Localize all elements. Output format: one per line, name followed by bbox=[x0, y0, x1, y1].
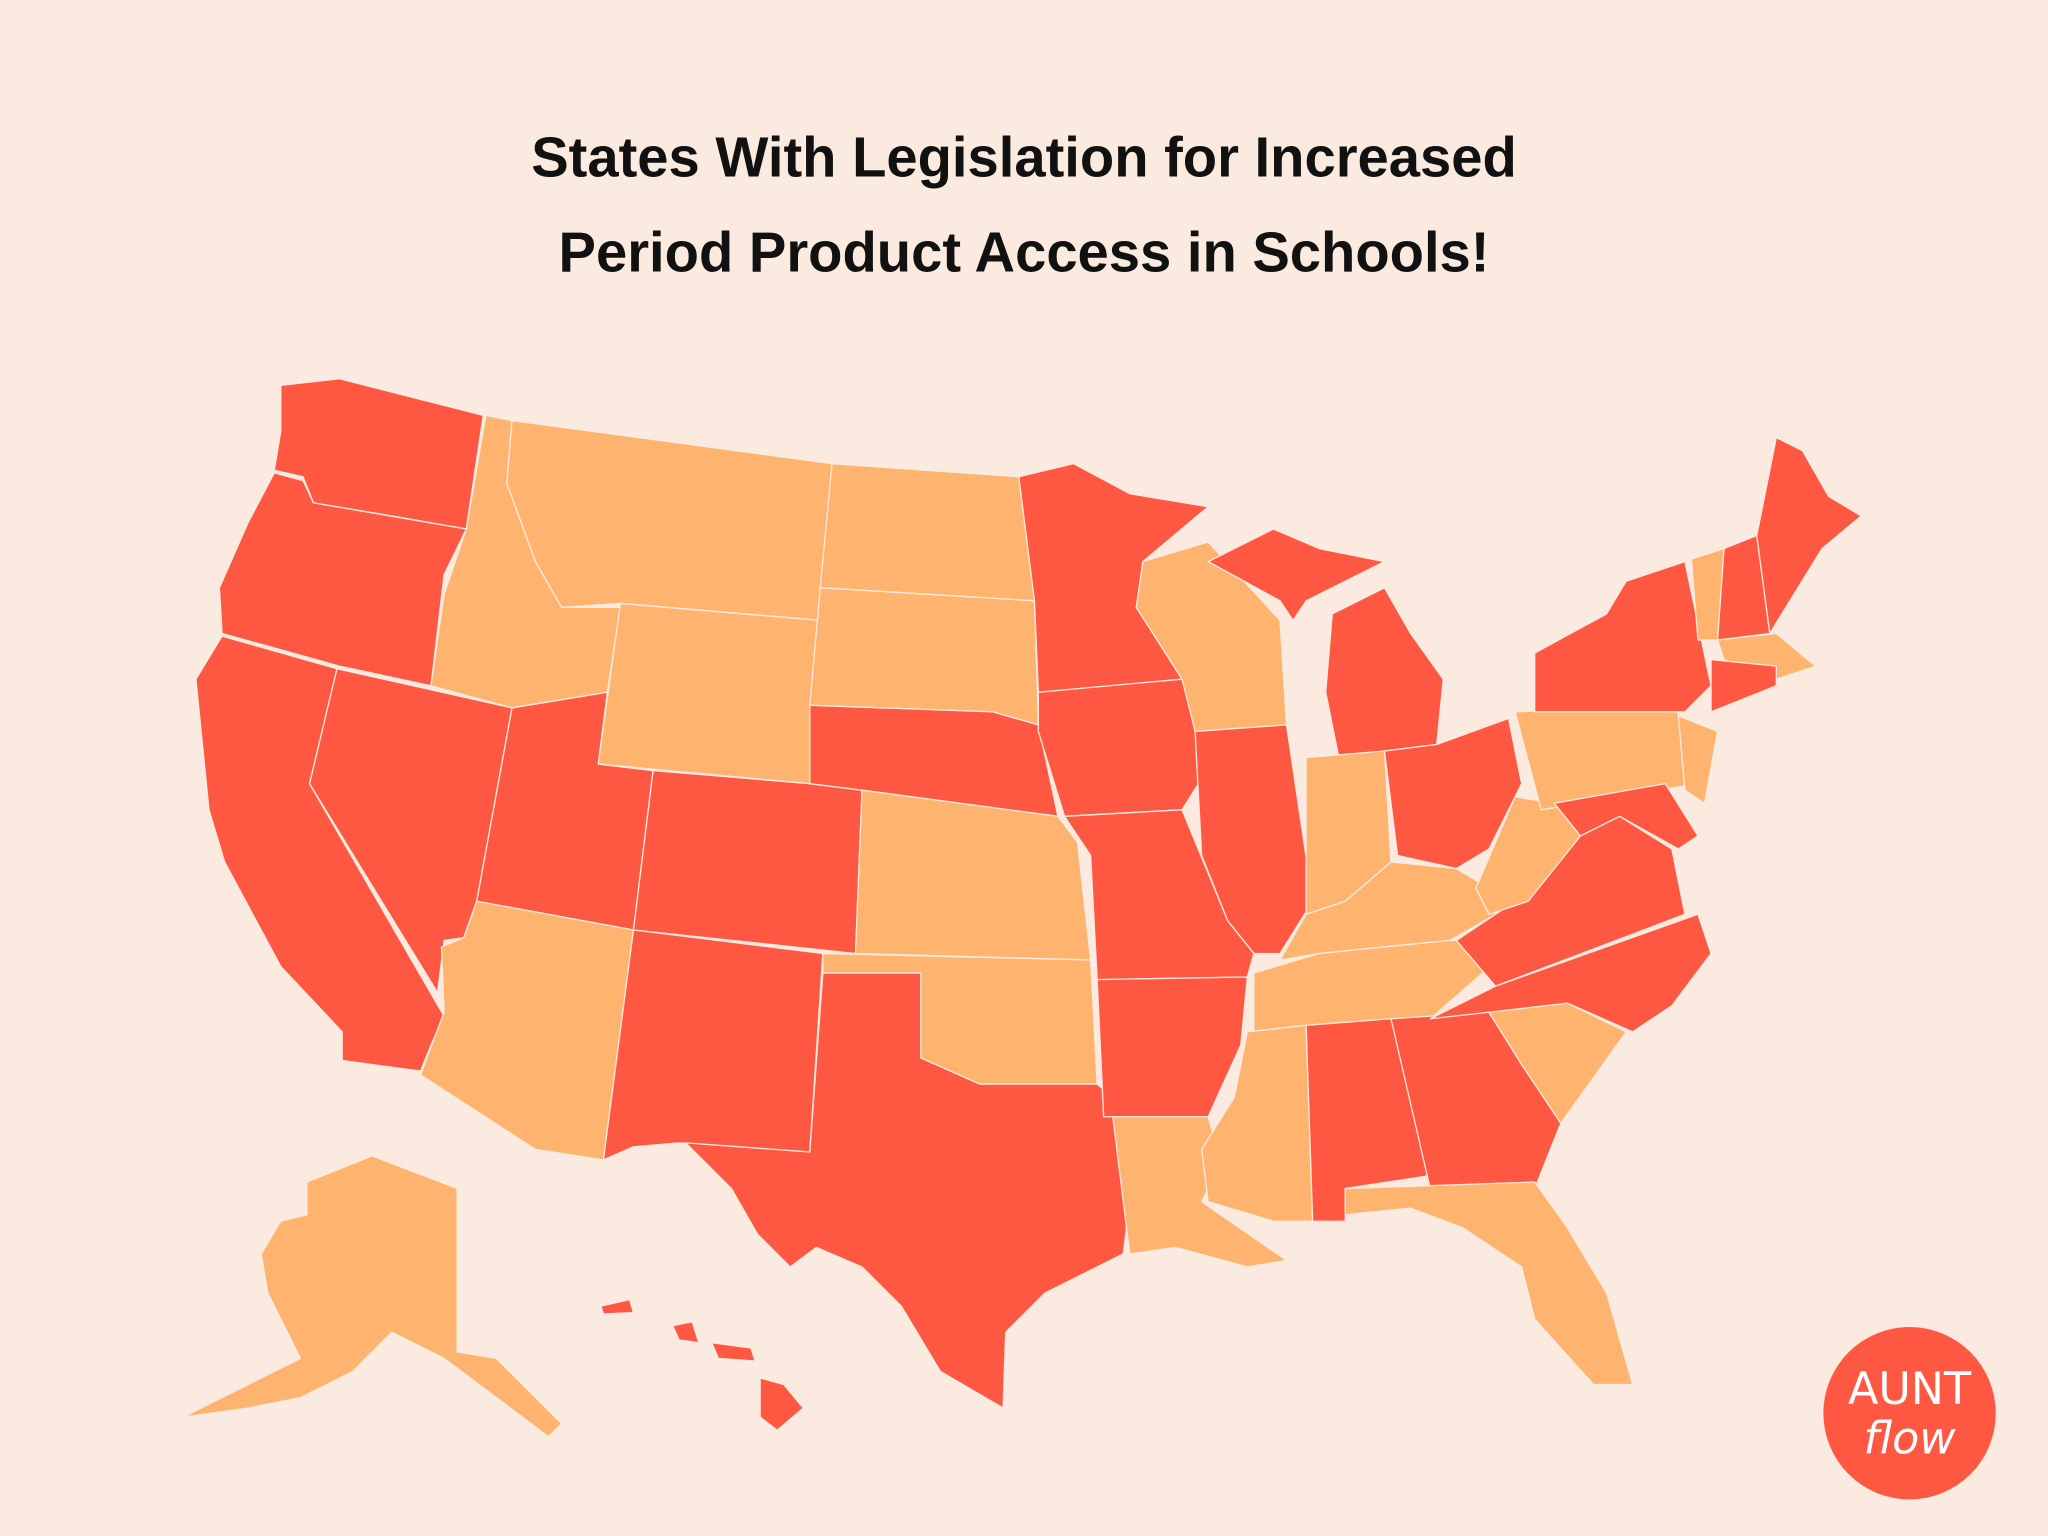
title-line: States With Legislation for Increased bbox=[531, 125, 1517, 188]
state-shape bbox=[1429, 913, 1712, 1033]
logo-text: AUNT bbox=[1848, 1364, 1972, 1415]
state-shape bbox=[182, 1155, 563, 1438]
state-shape bbox=[672, 1321, 700, 1344]
state-shape bbox=[1096, 976, 1248, 1118]
state-shape bbox=[1710, 658, 1777, 713]
state-shape bbox=[1063, 809, 1255, 981]
logo: AUNT flow bbox=[1823, 1327, 1996, 1500]
state-shape bbox=[685, 972, 1131, 1409]
logo-circle bbox=[1823, 1327, 1996, 1500]
state-shape bbox=[1207, 528, 1386, 622]
state-shape bbox=[1756, 436, 1862, 635]
state-shape bbox=[1716, 632, 1817, 680]
state-shape bbox=[1344, 1181, 1634, 1386]
state-shape bbox=[711, 1342, 756, 1362]
title-line: Period Product Access in Schools! bbox=[559, 221, 1490, 284]
logo-text: flow bbox=[1863, 1414, 1956, 1465]
state-shape bbox=[809, 587, 1040, 726]
state-shape bbox=[1553, 783, 1699, 850]
state-shape bbox=[632, 769, 863, 955]
us-map bbox=[182, 378, 1862, 1438]
state-shape bbox=[819, 463, 1036, 602]
state-shape bbox=[854, 789, 1092, 961]
state-shape bbox=[759, 1377, 804, 1431]
state-shape bbox=[602, 929, 824, 1161]
state-shape bbox=[600, 1298, 635, 1315]
state-shape bbox=[1677, 715, 1719, 804]
state-shape bbox=[597, 602, 821, 785]
state-shape bbox=[1383, 717, 1523, 870]
state-shape bbox=[1194, 724, 1314, 955]
